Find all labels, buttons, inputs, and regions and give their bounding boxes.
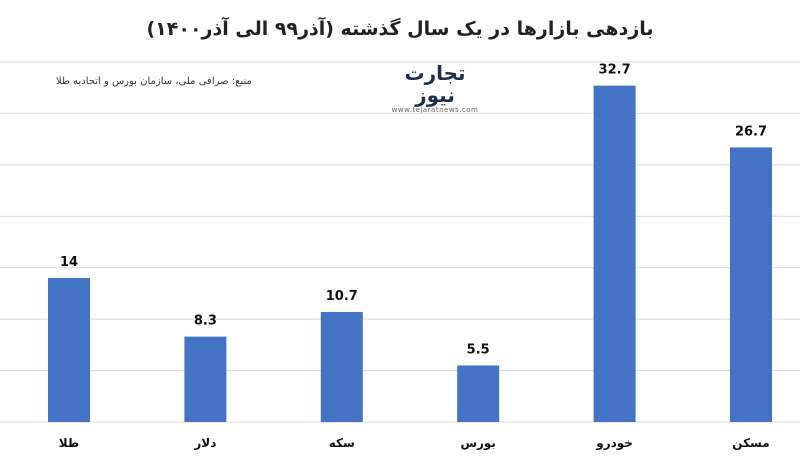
logo-website: www.tejaratnews.com: [391, 106, 479, 114]
category-label: بورس: [460, 436, 496, 451]
bar: [457, 365, 500, 422]
bar: [184, 336, 227, 422]
data-label: 10.7: [326, 289, 358, 304]
bar: [730, 147, 772, 422]
data-label: 5.5: [467, 342, 490, 357]
data-label: 14: [60, 255, 78, 270]
data-label: 26.7: [735, 124, 767, 139]
brand-logo: تجارت نیوز www.tejaratnews.com: [385, 62, 485, 114]
chart-title: بازدهی بازارها در یک سال گذشته (آذر۹۹ ال…: [146, 18, 654, 40]
category-label: سکه: [329, 436, 355, 450]
category-label: دلار: [193, 436, 216, 450]
category-label: خودرو: [595, 436, 633, 451]
data-label: 8.3: [194, 314, 217, 329]
bar: [320, 311, 363, 422]
source-note: منبع: صرافی ملی، سازمان بورس و اتحادیه ط…: [56, 76, 252, 87]
data-label: 32.7: [599, 63, 631, 78]
bar: [48, 278, 90, 422]
bar: [593, 85, 636, 423]
logo-text: تجارت نیوز: [404, 61, 466, 107]
category-label: طلا: [59, 436, 79, 450]
category-label: مسکن: [732, 436, 769, 450]
